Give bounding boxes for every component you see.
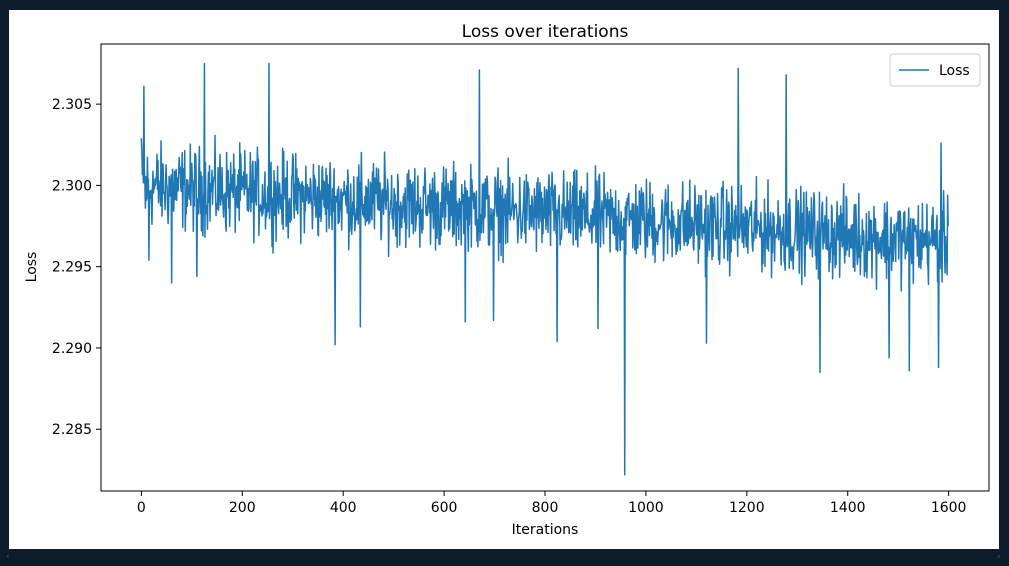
y-tick-label: 2.300	[52, 178, 92, 194]
plot-area	[100, 43, 990, 492]
x-axis-label: Iterations	[512, 522, 579, 538]
chart-canvas: Loss over iterations 0 200 400 600 800 1000 12…	[24, 22, 990, 538]
x-tick-label: 800	[532, 500, 559, 516]
x-tick-label: 1200	[729, 500, 765, 516]
scroll-right-icon[interactable]: ›	[997, 552, 1001, 562]
x-tick-label: 400	[330, 500, 357, 516]
y-axis: 2.285 2.290 2.295 2.300 2.305	[52, 97, 101, 438]
x-axis: 0 200 400 600 800 1000 1200 1400 1600	[137, 491, 967, 516]
x-tick-label: 1600	[931, 500, 967, 516]
legend-label-loss: Loss	[939, 63, 970, 79]
axes-frame	[100, 43, 990, 492]
y-tick-label: 2.285	[52, 422, 92, 438]
x-tick-label: 1400	[830, 500, 866, 516]
chart-title: Loss over iterations	[462, 22, 629, 42]
y-tick-label: 2.305	[52, 97, 92, 113]
x-tick-label: 600	[431, 500, 458, 516]
legend-box	[889, 53, 981, 87]
y-axis-label: Loss	[24, 252, 40, 283]
chart-figure: Loss over iterations 0 200 400 600 800 1000 12…	[9, 10, 999, 549]
legend: Loss	[889, 53, 981, 87]
window-bottom-strip	[0, 549, 1009, 566]
y-tick-label: 2.290	[52, 341, 92, 357]
x-tick-label: 200	[229, 500, 256, 516]
loss-series-line	[140, 62, 949, 476]
y-tick-label: 2.295	[52, 260, 92, 276]
x-tick-label: 1000	[628, 500, 664, 516]
scroll-left-icon[interactable]: ‹	[6, 552, 10, 562]
x-tick-label: 0	[137, 500, 146, 516]
